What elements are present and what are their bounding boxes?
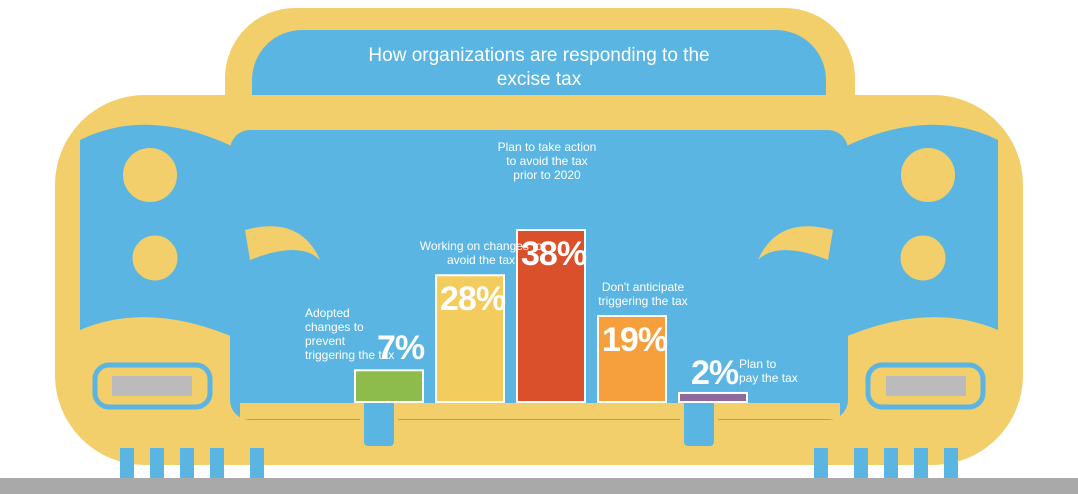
category-label: Adopted changes to prevent triggering th… <box>305 306 395 363</box>
lower-grille <box>120 448 958 480</box>
bar <box>354 369 424 404</box>
left-eye <box>117 142 183 208</box>
value-label: 2% <box>691 353 739 392</box>
value-label: 38% <box>521 235 587 273</box>
right-eye <box>895 142 961 208</box>
category-label: Working on changes to avoid the tax <box>419 239 543 268</box>
category-label: Plan to take action to avoid the tax pri… <box>497 140 597 182</box>
left-curl <box>245 226 320 260</box>
value-label: 7% <box>377 329 425 368</box>
right-headlight <box>893 228 953 288</box>
road <box>0 478 1078 494</box>
category-label: Don't anticipate triggering the tax <box>598 280 688 308</box>
value-label: 28% <box>440 280 506 319</box>
bar <box>597 315 667 403</box>
left-vent-inner <box>112 376 192 396</box>
bar <box>678 391 748 403</box>
bar <box>435 274 505 403</box>
bar <box>516 229 586 403</box>
right-curl <box>758 226 833 260</box>
bumper-guard <box>680 396 718 450</box>
bumper-guard <box>360 396 398 450</box>
left-headlight <box>125 228 185 288</box>
category-label: Plan to pay the tax <box>739 356 798 385</box>
chart-title: How organizations are responding to the … <box>368 45 710 90</box>
right-vent-inner <box>886 376 966 396</box>
bumper <box>240 403 840 419</box>
value-label: 19% <box>602 321 668 359</box>
